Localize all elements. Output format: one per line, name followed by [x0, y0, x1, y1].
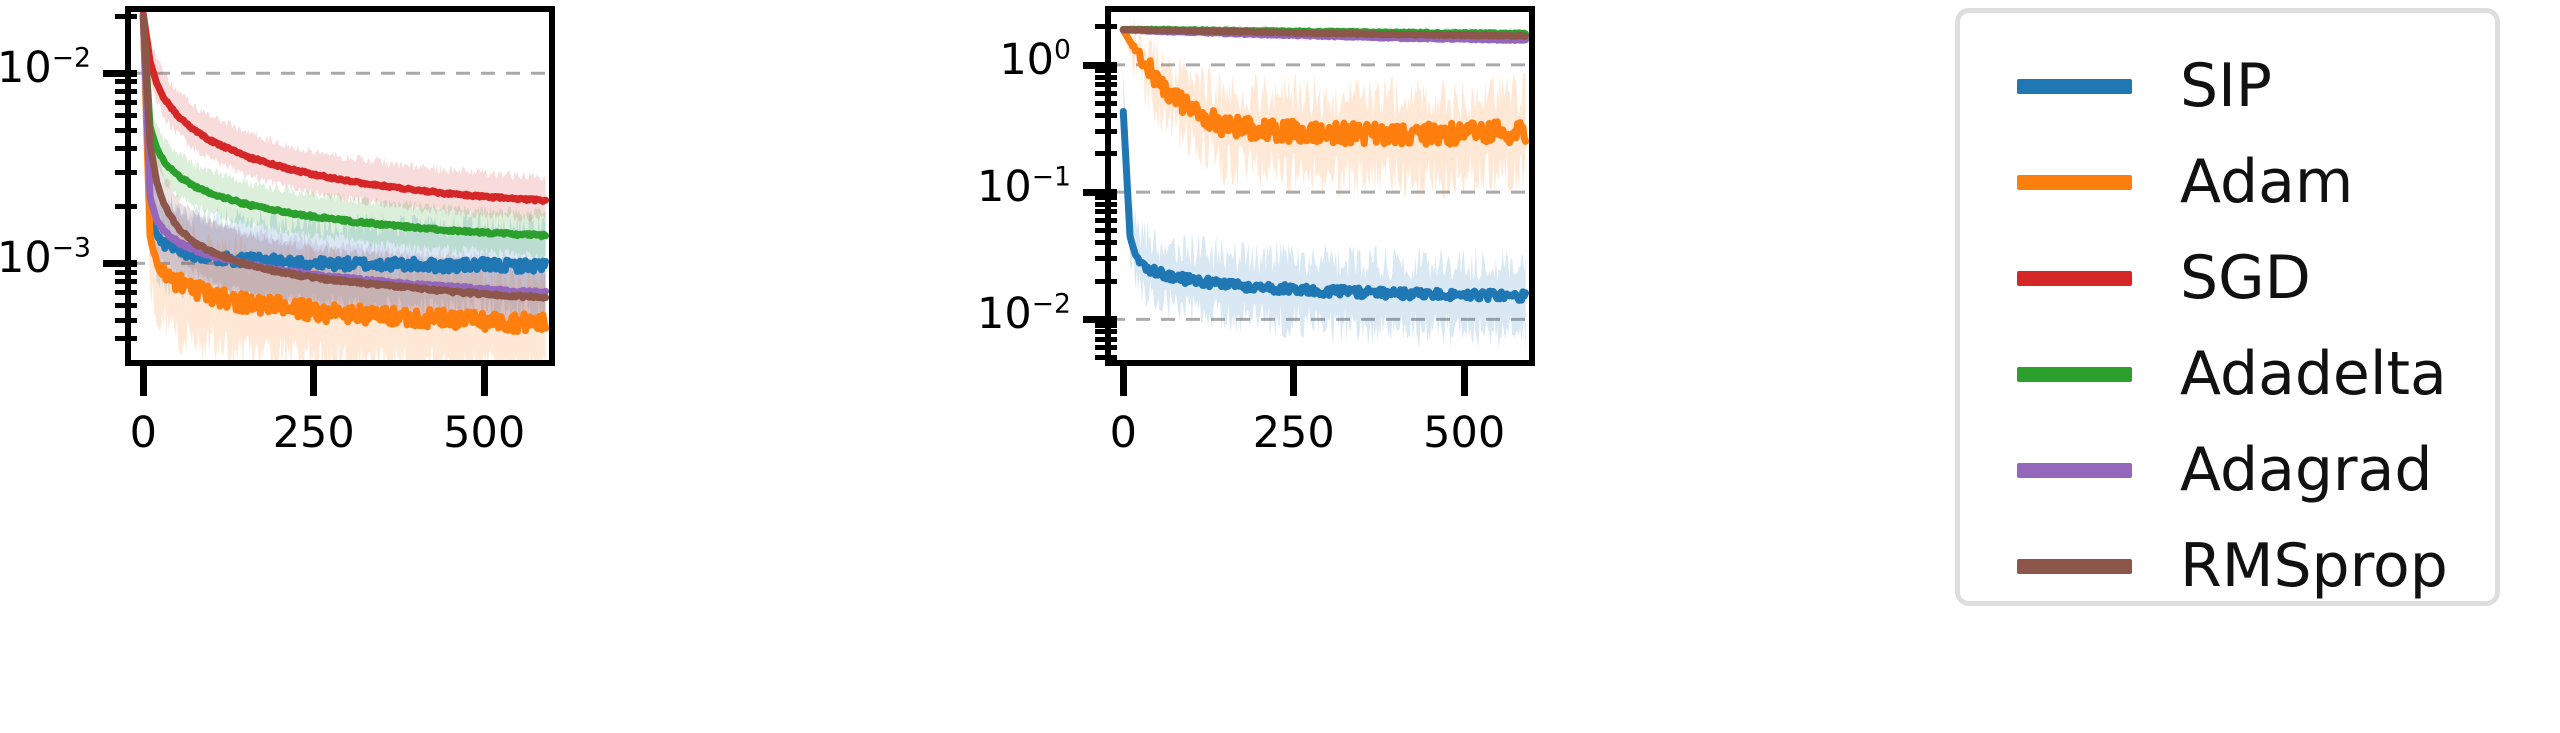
y-tick-minor	[1095, 195, 1117, 201]
y-tick-label: 10−2	[976, 289, 1071, 340]
legend-box	[1955, 8, 2500, 606]
x-tick-major	[1460, 366, 1468, 396]
x-tick-label: 0	[1109, 408, 1137, 458]
y-tick-minor	[1095, 256, 1117, 262]
legend-entry-adadelta[interactable]: Adadelta	[2017, 338, 2447, 410]
series-line-sgd	[139, 12, 549, 205]
x-tick-label: 0	[129, 408, 157, 458]
y-tick-minor	[1095, 100, 1117, 106]
x-tick-major	[1290, 366, 1298, 396]
series-canvas-left	[131, 12, 549, 360]
y-tick-minor	[1095, 128, 1117, 134]
legend-entry-sgd[interactable]: SGD	[2017, 242, 2311, 314]
legend-label: Adagrad	[2180, 435, 2433, 505]
y-tick-minor	[115, 269, 137, 275]
confidence-band-adam	[143, 12, 546, 360]
y-tick-label: 10−1	[976, 161, 1071, 213]
y-tick-minor	[115, 79, 137, 85]
x-tick-label: 250	[272, 408, 355, 458]
confidence-band-sip	[143, 12, 546, 322]
confidence-band-adadelta	[143, 12, 546, 261]
confidence-band-rmsprop	[143, 12, 546, 332]
legend-color-swatch	[2017, 78, 2132, 94]
chart-panel-left: 10−2 10−3 0 250 500	[0, 0, 940, 733]
legend-label: SGD	[2180, 243, 2311, 313]
y-tick-major	[103, 70, 137, 78]
y-tick-minor	[115, 146, 137, 152]
y-tick-major	[1083, 189, 1117, 197]
y-tick-minor	[1095, 355, 1117, 361]
legend-color-swatch	[2017, 558, 2132, 574]
chart-panel-right: 100 10−1 10−2 0 250 500	[940, 0, 1900, 733]
y-tick-minor	[115, 89, 137, 95]
y-tick-minor	[115, 203, 137, 209]
confidence-band-sgd	[143, 12, 546, 223]
y-tick-major	[1083, 61, 1117, 69]
y-tick-minor	[1095, 24, 1117, 29]
y-tick-minor	[1095, 217, 1117, 223]
y-tick-minor	[1095, 345, 1117, 351]
y-tick-label: 10−2	[0, 42, 91, 94]
y-tick-minor	[1095, 240, 1117, 246]
y-tick-minor	[1095, 336, 1117, 342]
y-tick-minor	[115, 112, 137, 118]
y-tick-minor	[1095, 227, 1117, 233]
y-tick-minor	[115, 127, 137, 133]
y-tick-minor	[115, 13, 137, 19]
y-tick-minor	[1095, 322, 1117, 328]
y-tick-label: 10−3	[0, 232, 91, 284]
x-tick-major	[480, 366, 488, 396]
confidence-band-adagrad	[143, 12, 546, 329]
y-tick-minor	[1095, 201, 1117, 207]
x-tick-label: 500	[443, 408, 526, 458]
x-tick-major	[1119, 366, 1127, 396]
series-line-rmsprop	[1119, 26, 1529, 40]
y-tick-minor	[1095, 74, 1117, 80]
y-tick-minor	[1095, 112, 1117, 118]
y-tick-minor	[115, 290, 137, 296]
confidence-band-adam	[1123, 16, 1526, 200]
x-tick-major	[310, 366, 318, 396]
series-line-rmsprop	[139, 12, 549, 302]
plot-area-right	[1111, 12, 1529, 360]
series-line-adadelta	[139, 12, 549, 241]
legend-entry-adagrad[interactable]: Adagrad	[2017, 434, 2432, 506]
legend-entry-rmsprop[interactable]: RMSprop	[2017, 530, 2448, 602]
y-tick-minor	[115, 318, 137, 324]
y-tick-minor	[115, 336, 137, 342]
plot-area-left	[131, 12, 549, 360]
y-tick-minor	[1095, 209, 1117, 215]
legend-color-swatch	[2017, 174, 2132, 190]
series-line-adam	[1119, 26, 1529, 148]
series-line-sip	[1119, 107, 1529, 304]
y-tick-minor	[1095, 329, 1117, 335]
series-line-adam	[139, 12, 549, 336]
legend-label: RMSprop	[2180, 531, 2448, 601]
y-tick-major	[1083, 316, 1117, 324]
y-tick-major	[103, 260, 137, 268]
legend-entry-sip[interactable]: SIP	[2017, 50, 2272, 122]
y-tick-minor	[115, 279, 137, 285]
series-canvas-right	[1111, 16, 1529, 351]
legend-color-swatch	[2017, 366, 2132, 382]
legend-color-swatch	[2017, 270, 2132, 286]
y-tick-minor	[115, 100, 137, 106]
y-tick-minor	[1095, 90, 1117, 96]
x-tick-label: 250	[1252, 408, 1335, 458]
legend-entry-adam[interactable]: Adam	[2017, 146, 2353, 218]
y-tick-label: 100	[999, 34, 1071, 85]
y-tick-minor	[115, 302, 137, 308]
y-tick-minor	[1095, 151, 1117, 157]
legend-label: Adadelta	[2180, 339, 2447, 409]
y-tick-minor	[1095, 278, 1117, 284]
legend-label: Adam	[2180, 147, 2354, 217]
y-tick-minor	[1095, 82, 1117, 88]
y-tick-minor	[1095, 68, 1117, 74]
x-tick-label: 500	[1423, 408, 1506, 458]
y-tick-minor	[115, 170, 137, 176]
legend-color-swatch	[2017, 462, 2132, 478]
x-tick-major	[139, 366, 147, 396]
legend-label: SIP	[2180, 51, 2272, 121]
